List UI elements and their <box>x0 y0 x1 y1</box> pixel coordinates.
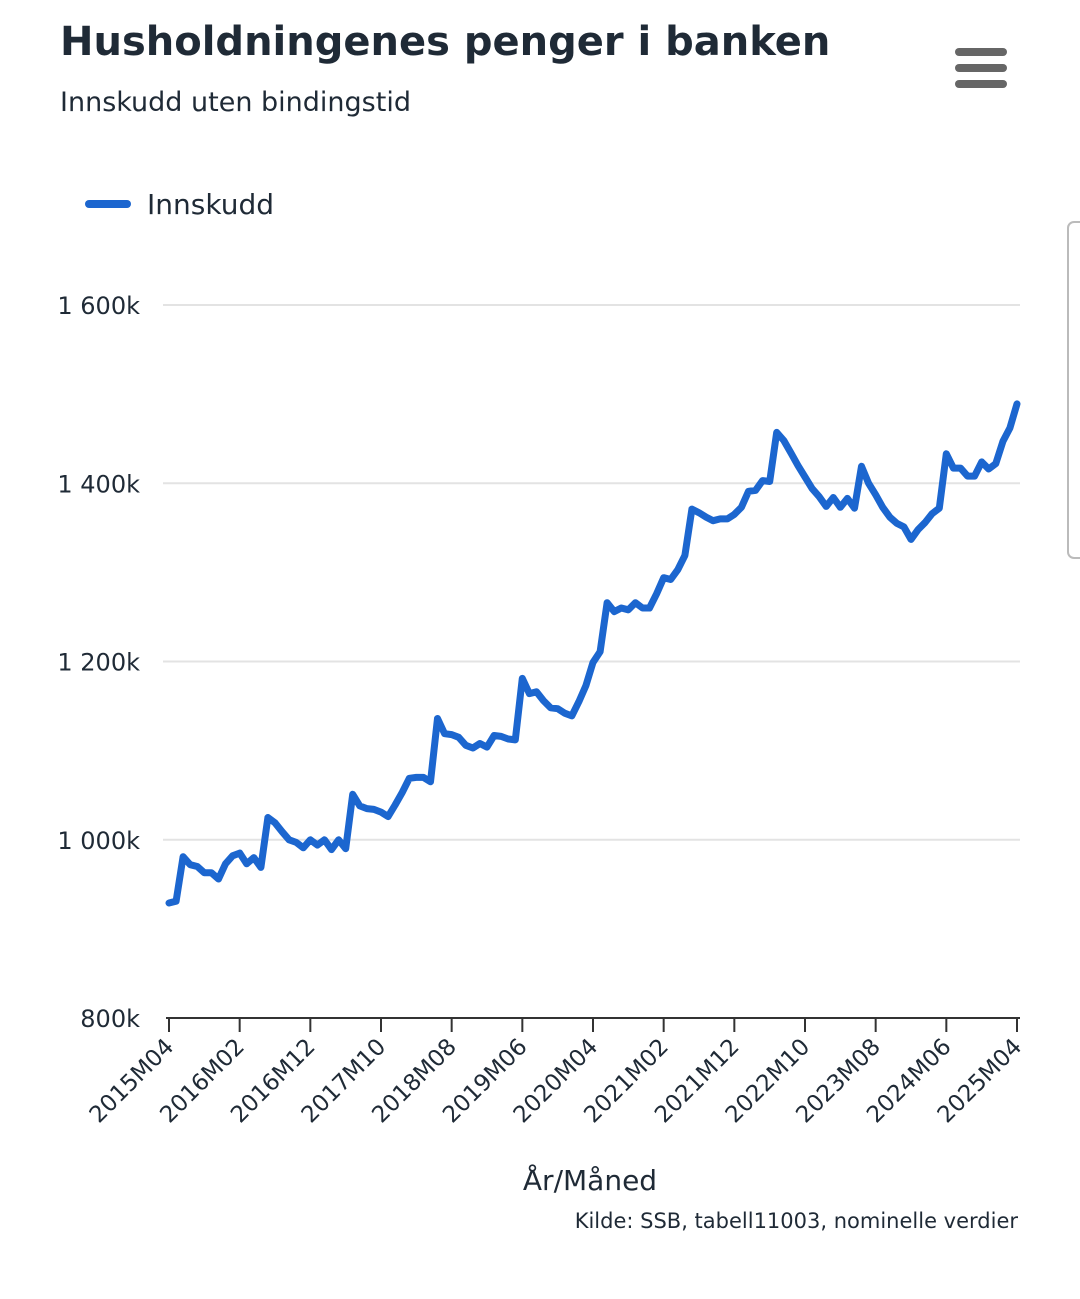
y-tick-label: 1 600k <box>57 292 140 320</box>
menu-bar <box>955 48 1007 56</box>
y-tick-label: 1 400k <box>57 470 140 498</box>
menu-bar <box>955 64 1007 72</box>
source-note: Kilde: SSB, tabell11003, nominelle verdi… <box>575 1209 1019 1233</box>
legend-label: Innskudd <box>147 188 274 221</box>
menu-bar <box>955 80 1007 88</box>
y-tick-label: 1 200k <box>57 649 140 677</box>
chart-title: Husholdningenes penger i banken <box>60 19 830 65</box>
x-axis-title: År/Måned <box>523 1163 657 1197</box>
chart-subtitle: Innskudd uten bindingstid <box>60 87 411 118</box>
y-tick-label: 800k <box>80 1005 140 1033</box>
side-handle <box>1067 221 1080 559</box>
line-series <box>165 400 1021 907</box>
y-tick-label: 1 000k <box>57 827 140 855</box>
menu-icon[interactable] <box>955 48 1007 88</box>
